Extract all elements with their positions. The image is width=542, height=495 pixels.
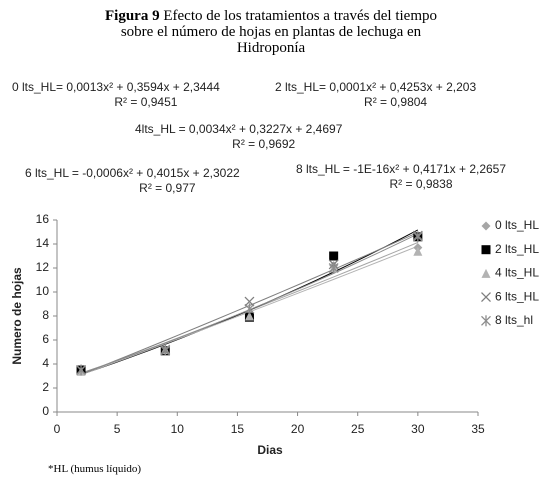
y-tick-label: 8 <box>42 308 49 322</box>
x-tick-label: 35 <box>471 422 485 436</box>
r-squared: R² = 0,9692 <box>232 137 296 151</box>
square <box>481 245 491 255</box>
marker <box>413 246 423 256</box>
equation: 8 lts_HL = -1E-16x² + 0,4171x + 2,2657 <box>296 162 507 176</box>
footnote: *HL (humus líquido) <box>48 463 142 475</box>
title-bold: Figura 9 <box>105 8 160 24</box>
equation: 2 lts_HL= 0,0001x² + 0,4253x + 2,203 <box>275 80 477 94</box>
legend-label: 8 lts_hl <box>495 313 533 327</box>
marker <box>412 231 423 243</box>
marker <box>481 268 491 278</box>
equation: 0 lts_HL= 0,0013x² + 0,3594x + 2,3444 <box>12 80 220 94</box>
x-tick-label: 10 <box>171 422 185 436</box>
marker <box>244 311 254 321</box>
x-tick-label: 30 <box>411 422 425 436</box>
y-tick-label: 10 <box>36 284 50 298</box>
y-axis-label: Numero de hojas <box>10 267 24 365</box>
x-tick-label: 5 <box>114 422 121 436</box>
marker <box>481 245 491 255</box>
triangle <box>244 311 254 321</box>
y-tick-label: 2 <box>42 380 49 394</box>
r-squared: R² = 0,9838 <box>389 177 453 191</box>
equation: 6 lts_HL = -0,0006x² + 0,4015x + 2,3022 <box>25 166 240 180</box>
equation: 4lts_HL = 0,0034x² + 0,3227x + 2,4697 <box>135 122 343 136</box>
cross <box>481 292 491 303</box>
y-tick-label: 12 <box>36 260 50 274</box>
x-tick-label: 25 <box>351 422 365 436</box>
cross <box>244 296 255 307</box>
annotation: 2 lts_HL= 0,0001x² + 0,4253x + 2,203 R² =… <box>275 80 476 110</box>
title-text: Efecto de los tratamientos a través del … <box>120 8 437 56</box>
annotation: 0 lts_HL= 0,0013x² + 0,3594x + 2,3444 R² … <box>12 80 220 110</box>
marker <box>244 296 255 307</box>
annotation: 6 lts_HL = -0,0006x² + 0,4015x + 2,3022 R… <box>25 166 240 196</box>
annotation: 4lts_HL = 0,0034x² + 0,3227x + 2,4697 R² … <box>135 122 342 152</box>
legend-label: 4 lts_HL <box>495 266 539 280</box>
marker <box>244 303 255 315</box>
triangle <box>481 268 491 278</box>
marker <box>160 344 171 356</box>
y-tick-label: 16 <box>36 212 50 226</box>
x-axis-label: Dias <box>257 443 283 457</box>
y-tick-label: 4 <box>42 356 49 370</box>
marker <box>76 364 87 376</box>
x-tick-label: 0 <box>54 422 61 436</box>
x-tick-label: 20 <box>291 422 305 436</box>
r-squared: R² = 0,9451 <box>114 95 178 109</box>
marker <box>481 221 491 231</box>
diamond <box>481 221 491 231</box>
legend-label: 2 lts_HL <box>495 242 539 256</box>
triangle <box>413 246 423 256</box>
marker <box>481 315 491 327</box>
marker <box>329 251 339 261</box>
annotation: 8 lts_HL = -1E-16x² + 0,4171x + 2,2657 R²… <box>296 162 506 192</box>
y-tick-label: 6 <box>42 332 49 346</box>
chart-title: Figura 9 Efecto de los tratamientos a tr… <box>90 8 452 56</box>
marker <box>481 292 491 303</box>
marker <box>328 262 339 274</box>
y-tick-label: 0 <box>42 404 49 418</box>
r-squared: R² = 0,977 <box>139 181 196 195</box>
legend-label: 0 lts_HL <box>495 218 539 232</box>
r-squared: R² = 0,9804 <box>364 95 428 109</box>
x-tick-label: 15 <box>231 422 245 436</box>
y-tick-label: 14 <box>36 236 50 250</box>
square <box>329 251 339 261</box>
legend-label: 6 lts_HL <box>495 289 539 303</box>
